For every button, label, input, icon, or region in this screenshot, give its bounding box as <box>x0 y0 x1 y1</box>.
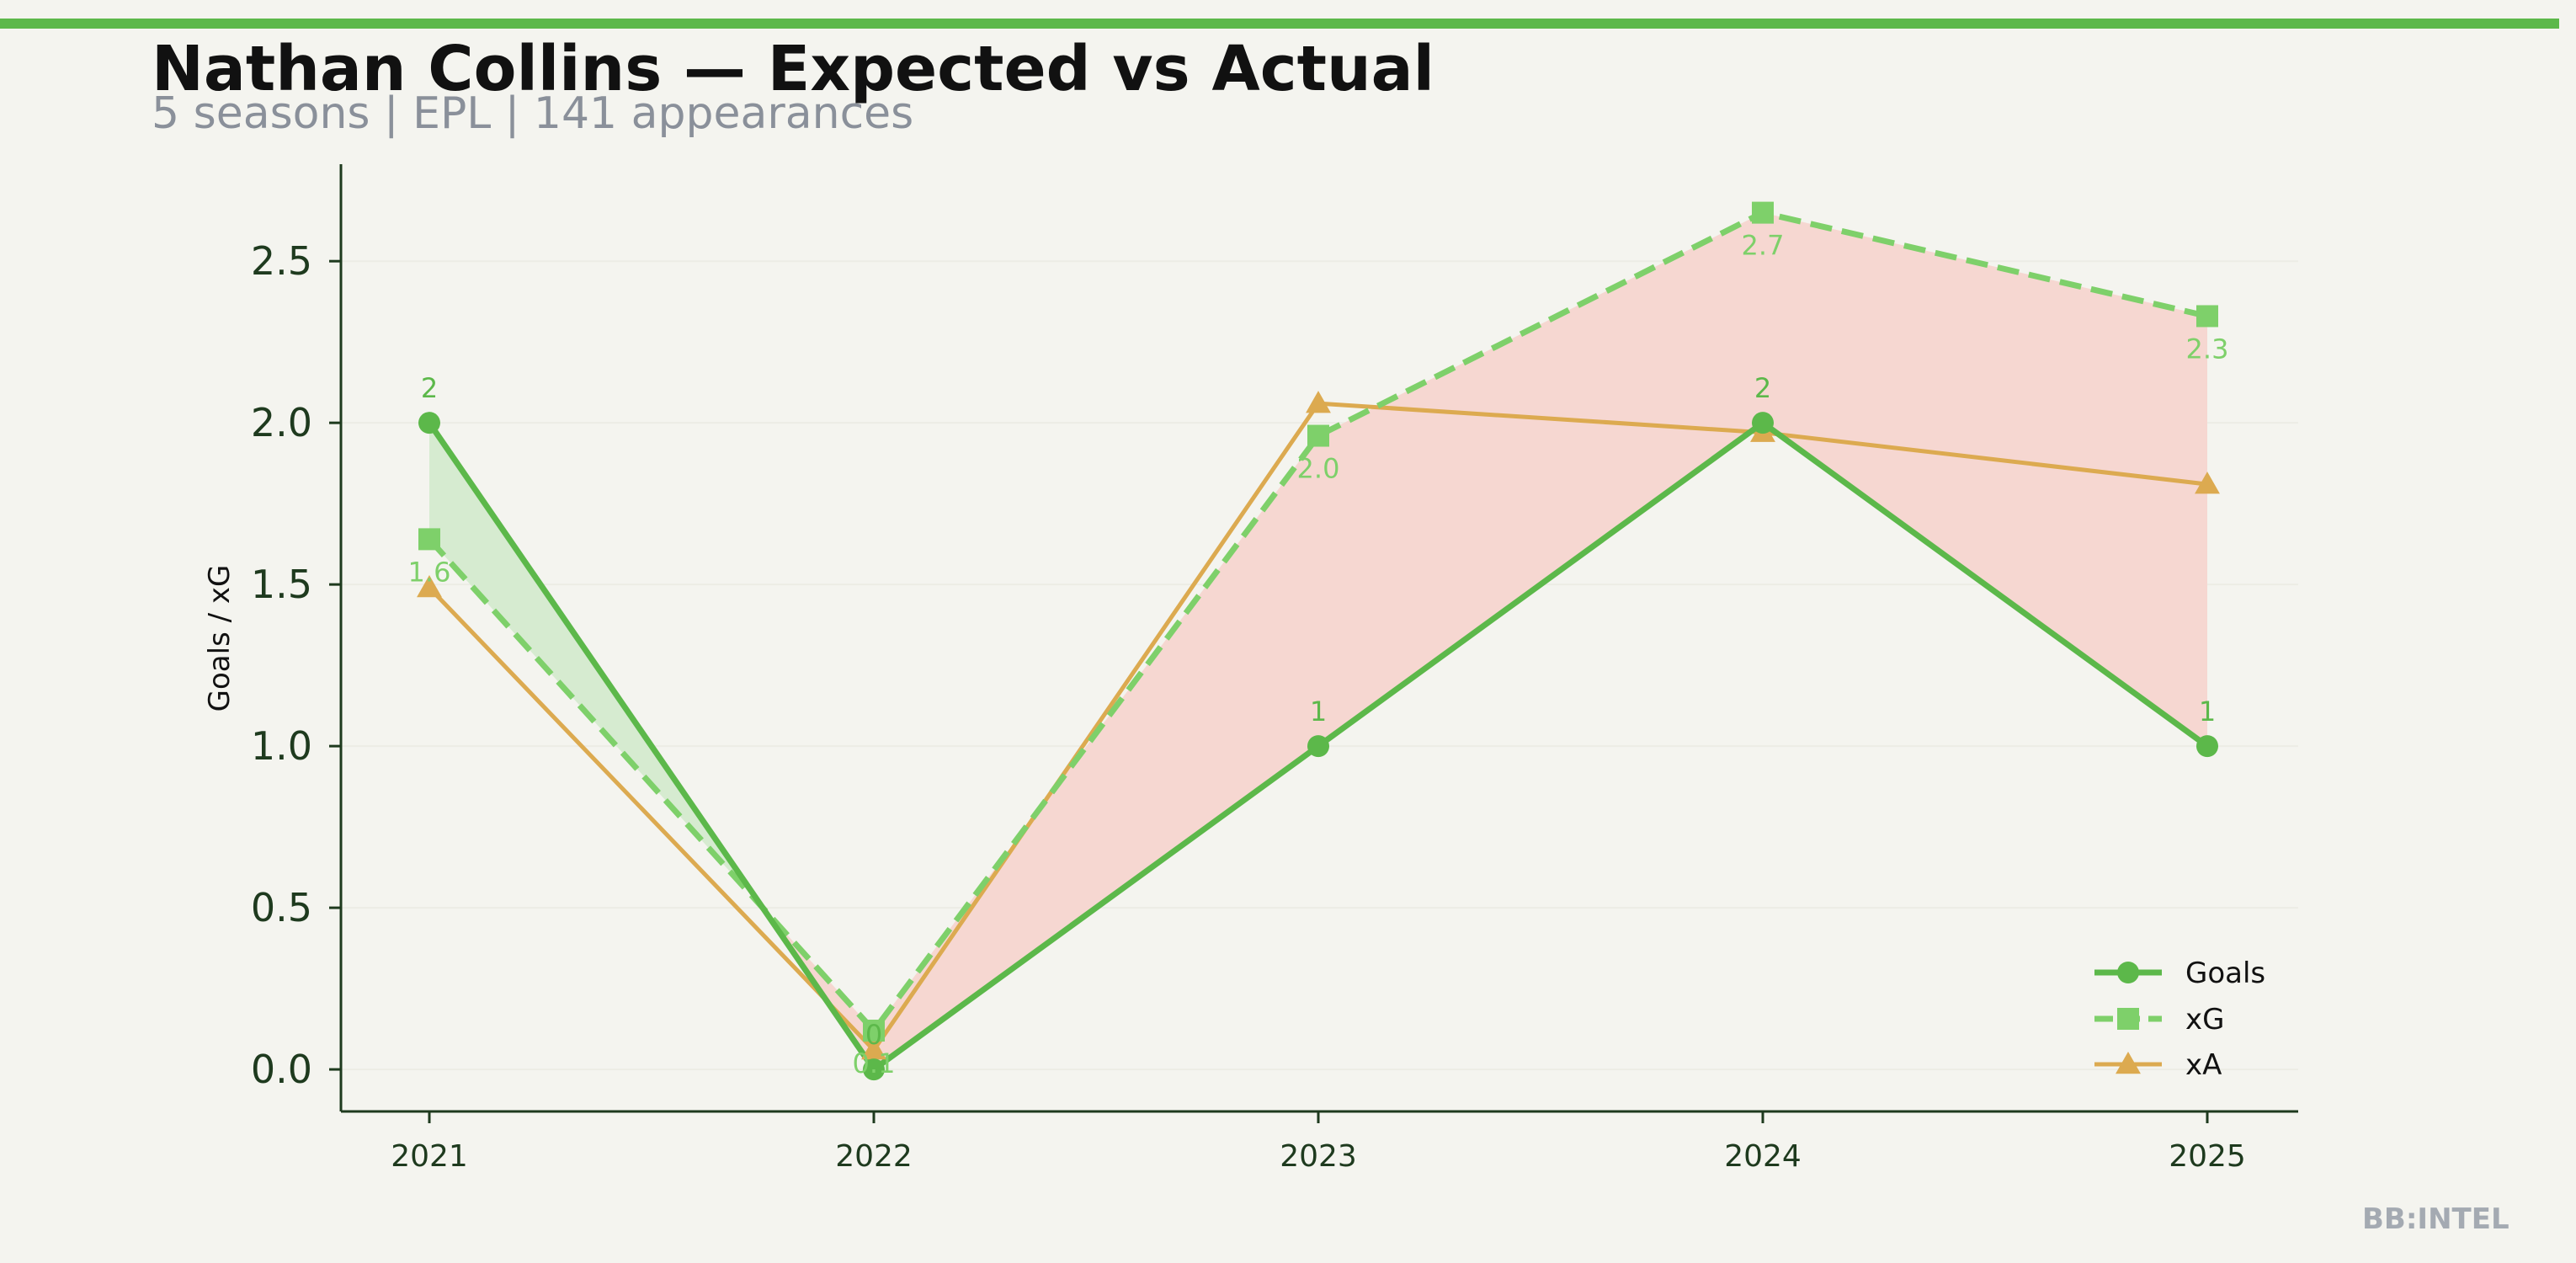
goals-data-label: 2 <box>1754 372 1771 404</box>
accent-top-bar <box>0 19 2559 29</box>
legend-marker-xa <box>2116 1052 2141 1074</box>
goals-data-label: 2 <box>421 372 438 404</box>
chart-title: Nathan Collins — Expected vs Actual <box>152 33 1434 105</box>
legend: Goals xG xA <box>2094 957 2265 1082</box>
goals-marker <box>1752 412 1774 434</box>
xg-marker <box>1752 201 1774 224</box>
y-tick-label: 0.0 <box>251 1047 312 1092</box>
goals-marker <box>2196 735 2218 758</box>
y-axis-ticks: 0.0 0.5 1.0 1.5 2.0 2.5 <box>251 238 341 1092</box>
y-tick-label: 0.5 <box>251 885 312 930</box>
xg-marker <box>863 1020 885 1042</box>
y-tick-label: 1.0 <box>251 723 312 769</box>
goals-marker <box>1307 735 1329 758</box>
xg-marker <box>1307 424 1329 447</box>
goals-marker <box>863 1058 885 1081</box>
chart-subtitle: 5 seasons | EPL | 141 appearances <box>152 88 914 139</box>
goals-marker <box>418 412 440 434</box>
x-tick-label: 2023 <box>1280 1139 1357 1174</box>
underperformance-fill <box>1763 212 2207 747</box>
xg-data-label: 2.7 <box>1742 230 1785 262</box>
xa-marker <box>2195 472 2220 494</box>
underperformance-fill <box>874 435 1318 1070</box>
xg-data-label: 1.6 <box>408 556 451 588</box>
series-markers <box>417 201 2220 1081</box>
y-tick-label: 1.5 <box>251 562 312 607</box>
xg-data-label: 0.1 <box>853 1047 896 1079</box>
brand-watermark: BB:INTEL <box>2362 1202 2509 1236</box>
xg-marker <box>2196 305 2218 328</box>
underperformance-fill <box>1318 212 1763 747</box>
xg-marker <box>418 528 440 551</box>
y-axis-title: Goals / xG <box>203 565 237 712</box>
xa-marker <box>417 575 442 598</box>
goals-data-label: 0 <box>865 1019 882 1051</box>
x-tick-label: 2022 <box>835 1139 913 1174</box>
legend-label-xa: xA <box>2185 1048 2222 1082</box>
x-tick-label: 2025 <box>2169 1139 2246 1174</box>
xg-data-label: 2.0 <box>1297 453 1340 485</box>
x-tick-label: 2024 <box>1724 1139 1802 1174</box>
goals-data-label: 1 <box>1310 695 1327 727</box>
goals-data-label: 1 <box>2199 695 2216 727</box>
xg-line <box>427 210 2208 1034</box>
legend-marker-goals <box>2117 962 2139 983</box>
legend-marker-xg <box>2117 1008 2139 1030</box>
x-axis-ticks: 2021 2022 2023 2024 2025 <box>391 1111 2246 1174</box>
y-tick-label: 2.0 <box>251 400 312 445</box>
xa-marker <box>1306 391 1331 413</box>
xg-data-label: 2.3 <box>2186 333 2229 365</box>
data-labels: 2 0 1 2 1 1.6 0.1 2.0 2.7 2.3 <box>408 230 2229 1079</box>
difference-fills <box>429 212 2207 1070</box>
x-tick-label: 2021 <box>391 1139 468 1174</box>
legend-label-xg: xG <box>2185 1003 2224 1037</box>
y-tick-label: 2.5 <box>251 238 312 284</box>
xa-marker <box>861 1037 886 1060</box>
legend-label-goals: Goals <box>2185 957 2265 990</box>
